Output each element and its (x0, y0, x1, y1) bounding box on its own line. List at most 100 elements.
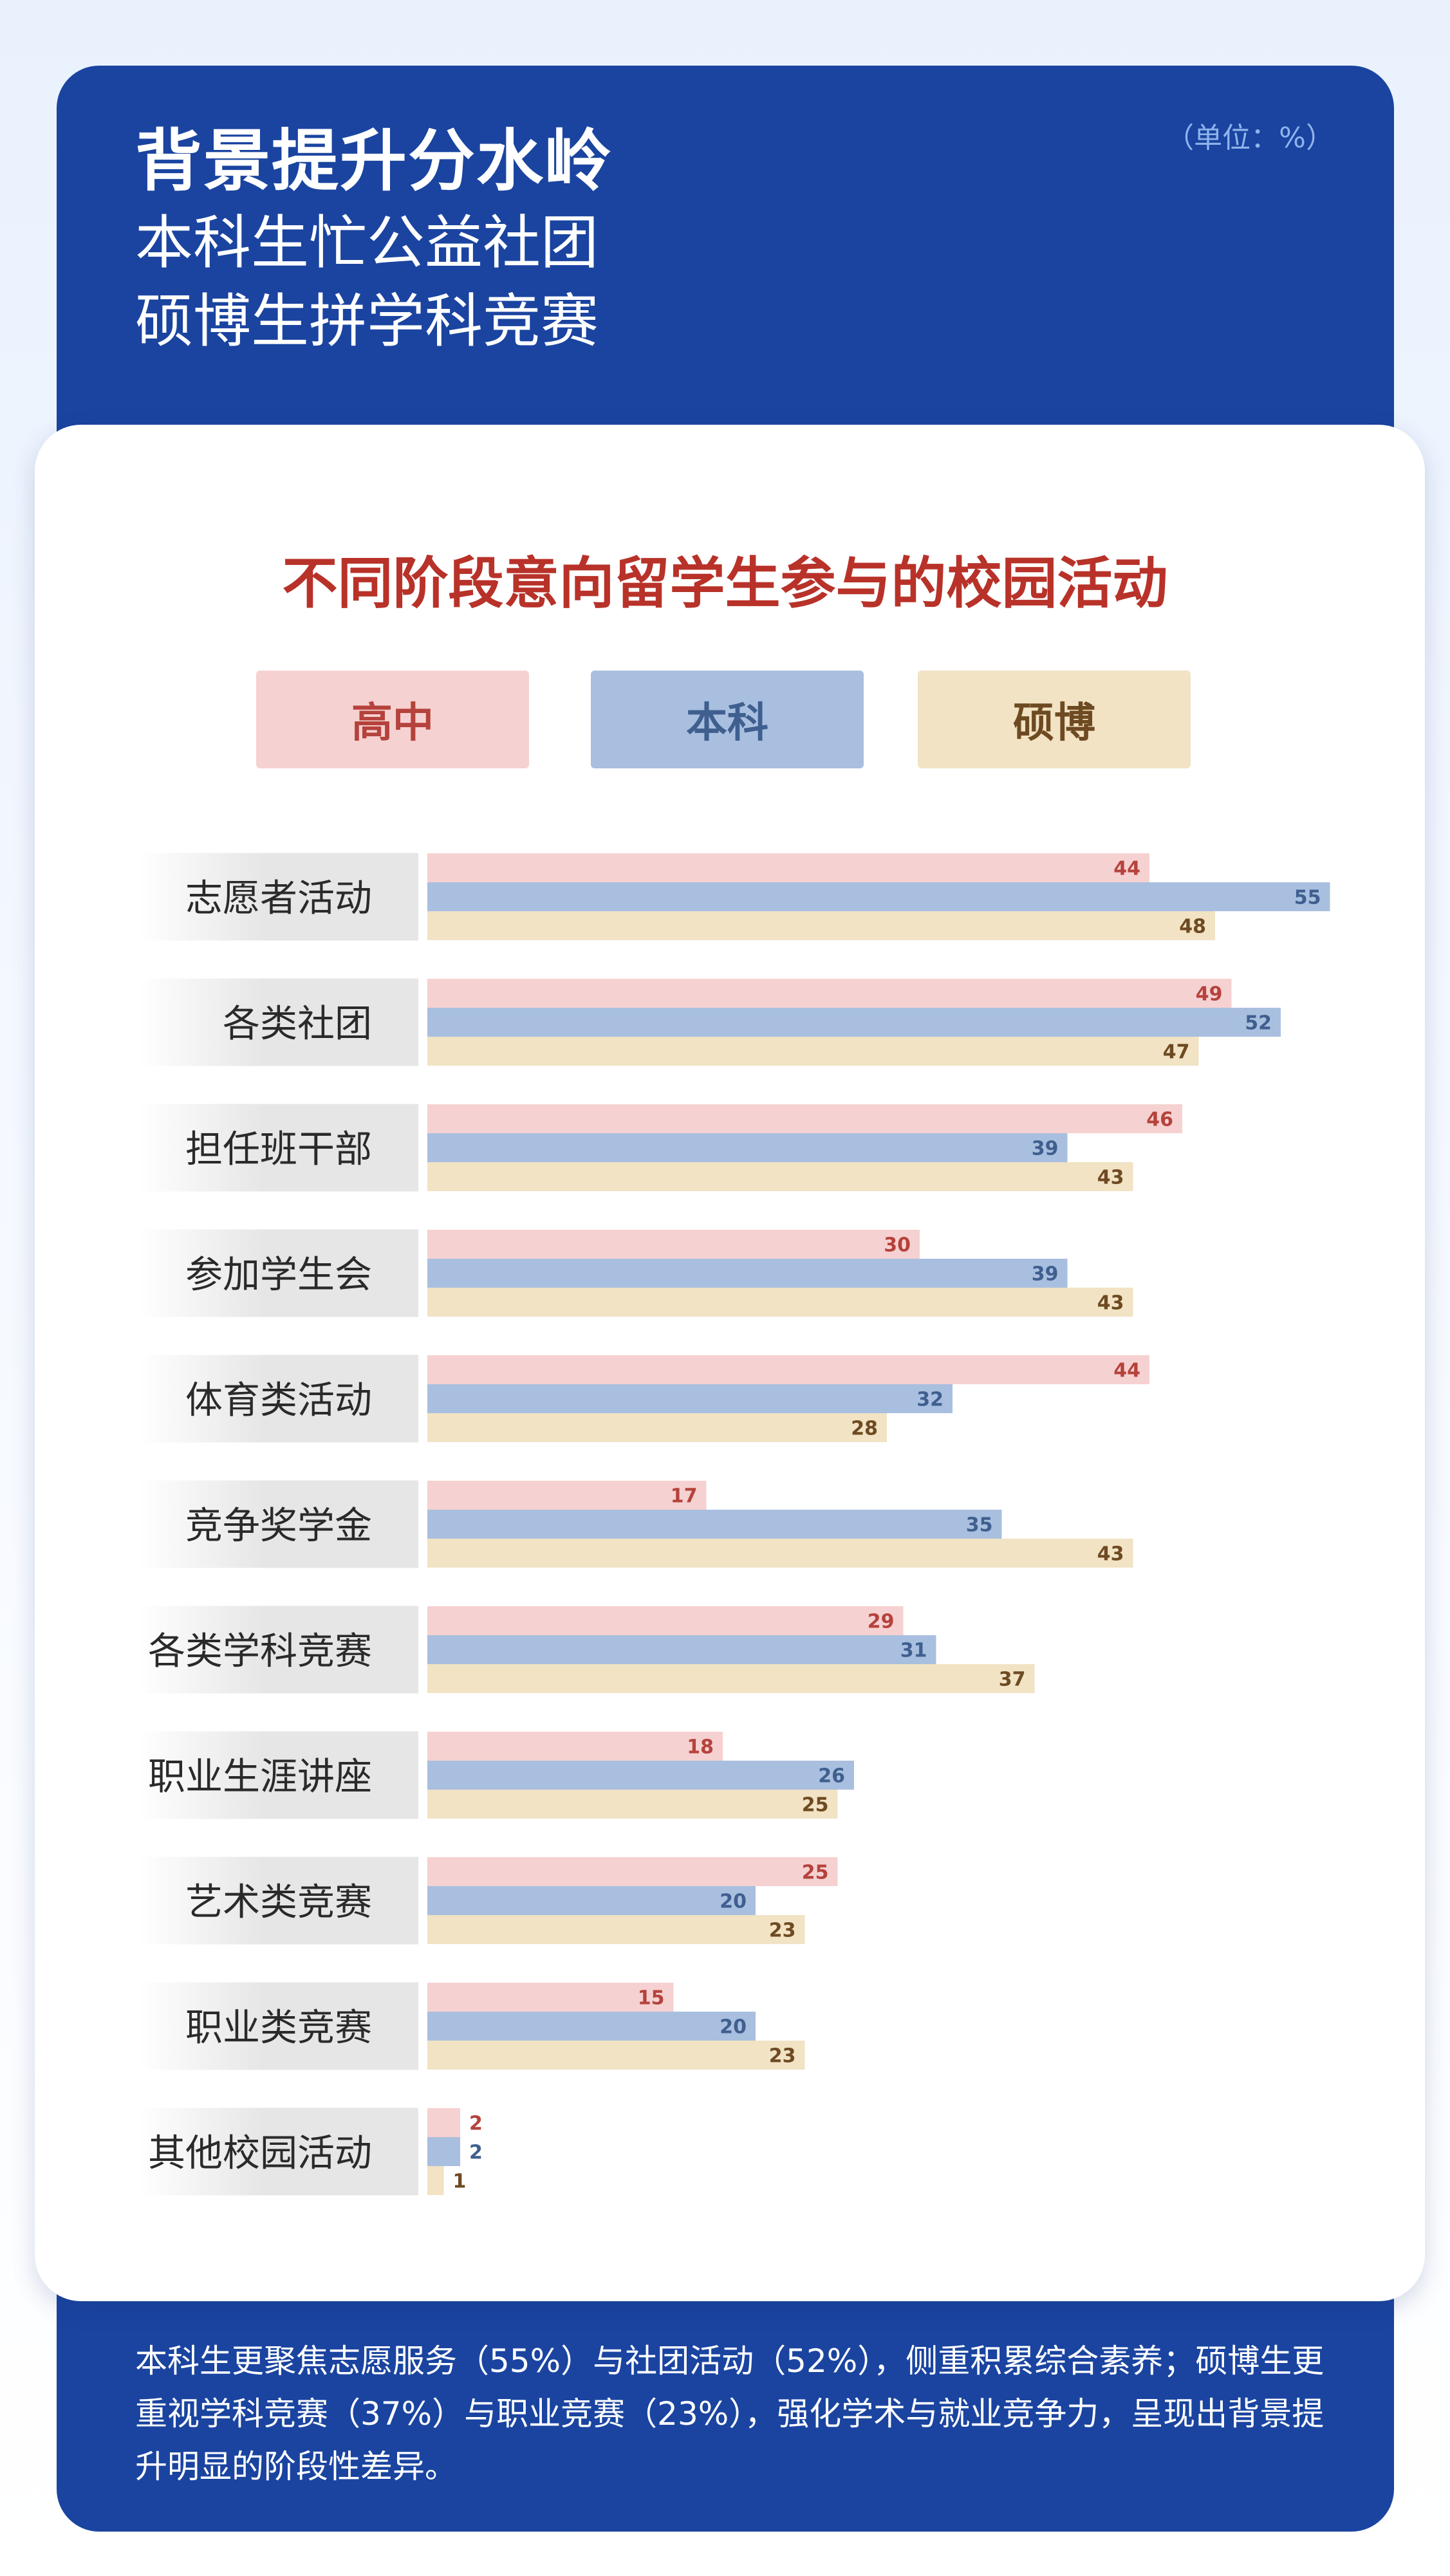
bar-high-school (427, 979, 1232, 1008)
data-label-undergraduate: 20 (720, 1891, 747, 1913)
bar-graduate (427, 2166, 444, 2195)
data-label-graduate: 43 (1097, 1292, 1124, 1315)
data-label-undergraduate: 26 (818, 1765, 845, 1788)
chart-title: 不同阶段意向留学生参与的校园活动 (282, 551, 1168, 616)
bar-high-school (427, 1355, 1149, 1384)
legend-label-undergraduate: 本科 (686, 700, 768, 747)
bar-undergraduate (427, 882, 1330, 911)
category-label: 志愿者活动 (185, 876, 372, 920)
bar-undergraduate (427, 1259, 1068, 1288)
category-label: 竞争奖学金 (185, 1504, 372, 1548)
bar-graduate (427, 1162, 1133, 1191)
data-label-undergraduate: 39 (1032, 1138, 1059, 1160)
page-subtitle-2: 硕博生拼学科竞赛 (135, 288, 599, 355)
data-label-high-school: 30 (884, 1234, 911, 1257)
data-label-graduate: 37 (999, 1669, 1026, 1691)
bar-high-school (427, 1104, 1182, 1133)
category-label: 体育类活动 (185, 1378, 372, 1422)
bar-graduate (427, 1664, 1035, 1693)
data-label-high-school: 15 (638, 1987, 665, 2010)
bar-high-school (427, 853, 1149, 882)
category-label-bg (138, 1606, 418, 1694)
data-label-undergraduate: 31 (900, 1640, 927, 1662)
bar-high-school (427, 1732, 723, 1761)
bar-undergraduate (427, 1635, 936, 1664)
bar-undergraduate (427, 1761, 854, 1790)
data-label-graduate: 25 (802, 1794, 829, 1817)
category-label: 艺术类竞赛 (185, 1880, 372, 1924)
category-label: 职业生涯讲座 (148, 1755, 372, 1799)
data-label-graduate: 43 (1097, 1167, 1124, 1189)
data-label-graduate: 1 (453, 2171, 467, 2193)
data-label-high-school: 2 (469, 2113, 483, 2135)
unit-note: （单位：%） (1166, 122, 1334, 154)
legend-item-high-school: 高中 (256, 671, 529, 768)
data-label-high-school: 44 (1113, 1360, 1140, 1382)
bar-graduate (427, 1539, 1133, 1568)
category-label-bg (138, 978, 418, 1066)
bar-undergraduate (427, 2012, 756, 2041)
category-label-bg (138, 1355, 418, 1443)
category-label-bg (138, 2108, 418, 2196)
bar-undergraduate (427, 1133, 1068, 1162)
data-label-undergraduate: 55 (1294, 887, 1321, 909)
bar-graduate (427, 1288, 1133, 1317)
bar-high-school (427, 1606, 904, 1635)
category-label-bg (138, 1731, 418, 1819)
category-label-bg (138, 853, 418, 941)
bar-graduate (427, 1790, 838, 1819)
data-label-graduate: 43 (1097, 1543, 1124, 1566)
category-label-bg (138, 1857, 418, 1945)
bar-undergraduate (427, 2137, 460, 2166)
bar-high-school (427, 1230, 920, 1259)
page-subtitle-1: 本科生忙公益社团 (135, 209, 599, 277)
category-label: 职业类竞赛 (185, 2006, 372, 2050)
data-label-graduate: 23 (769, 1920, 796, 1942)
data-label-undergraduate: 32 (916, 1389, 943, 1411)
page-title: 背景提升分水岭 (135, 122, 613, 200)
data-label-high-school: 49 (1196, 983, 1223, 1006)
bar-graduate (427, 1037, 1199, 1066)
data-label-graduate: 48 (1179, 916, 1206, 938)
legend-item-undergraduate: 本科 (591, 671, 864, 768)
bar-high-school (427, 1857, 838, 1886)
data-label-undergraduate: 2 (469, 2142, 483, 2164)
data-label-high-school: 29 (868, 1611, 895, 1633)
category-label: 参加学生会 (185, 1253, 372, 1297)
summary-text: 本科生更聚焦志愿服务（55%）与社团活动（52%），侧重积累综合素养；硕博生更重… (135, 2342, 1325, 2485)
bar-undergraduate (427, 1886, 756, 1915)
category-label-bg (138, 1104, 418, 1192)
data-label-undergraduate: 39 (1032, 1263, 1059, 1286)
bar-graduate (427, 1413, 887, 1442)
category-label-bg (138, 1982, 418, 2070)
data-label-high-school: 46 (1146, 1109, 1173, 1131)
bar-chart: 志愿者活动 44 55 48 各类社团 49 52 47 担任班干部 46 39 43 参加学生会 30 3… (138, 853, 1330, 2196)
bar-undergraduate (427, 1008, 1281, 1037)
data-label-undergraduate: 52 (1245, 1012, 1272, 1035)
category-label: 担任班干部 (185, 1127, 372, 1171)
data-label-undergraduate: 20 (720, 2016, 747, 2039)
legend-label-graduate: 硕博 (1013, 700, 1095, 747)
bar-undergraduate (427, 1384, 953, 1413)
data-label-graduate: 47 (1163, 1041, 1190, 1064)
bar-high-school (427, 2108, 460, 2137)
data-label-high-school: 25 (802, 1862, 829, 1884)
legend-label-high-school: 高中 (351, 700, 434, 747)
bar-high-school (427, 1481, 707, 1510)
bar-graduate (427, 911, 1215, 940)
category-label-bg (138, 1229, 418, 1317)
data-label-graduate: 23 (769, 2045, 796, 2068)
category-label: 其他校园活动 (148, 2131, 372, 2175)
legend-item-graduate: 硕博 (918, 671, 1191, 768)
bar-high-school (427, 1983, 674, 2012)
category-label: 各类学科竞赛 (148, 1629, 372, 1673)
data-label-high-school: 17 (671, 1485, 698, 1508)
category-label-bg (138, 1480, 418, 1568)
data-label-undergraduate: 35 (966, 1514, 993, 1537)
data-label-high-school: 44 (1113, 858, 1140, 880)
category-label: 各类社团 (223, 1002, 372, 1046)
bar-graduate (427, 1915, 805, 1944)
data-label-graduate: 28 (851, 1418, 878, 1440)
data-label-high-school: 18 (687, 1736, 714, 1759)
bar-graduate (427, 2041, 805, 2070)
